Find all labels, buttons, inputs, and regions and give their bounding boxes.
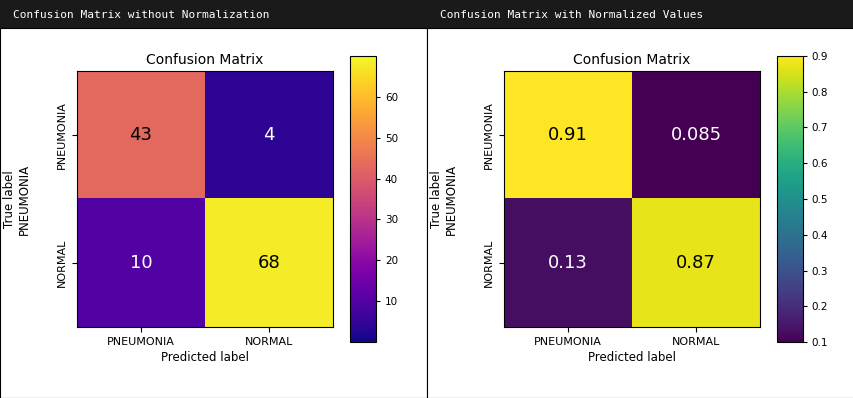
Text: 0.085: 0.085 xyxy=(670,126,721,144)
Text: 10: 10 xyxy=(130,254,152,272)
X-axis label: Predicted label: Predicted label xyxy=(587,351,676,364)
X-axis label: Predicted label: Predicted label xyxy=(160,351,249,364)
Title: Confusion Matrix: Confusion Matrix xyxy=(572,53,690,67)
Text: 4: 4 xyxy=(263,126,275,144)
Text: 0.13: 0.13 xyxy=(548,254,587,272)
Text: 68: 68 xyxy=(258,254,280,272)
Text: 0.87: 0.87 xyxy=(676,254,715,272)
Title: Confusion Matrix: Confusion Matrix xyxy=(146,53,264,67)
Text: 43: 43 xyxy=(130,126,152,144)
Text: 0.91: 0.91 xyxy=(548,126,587,144)
